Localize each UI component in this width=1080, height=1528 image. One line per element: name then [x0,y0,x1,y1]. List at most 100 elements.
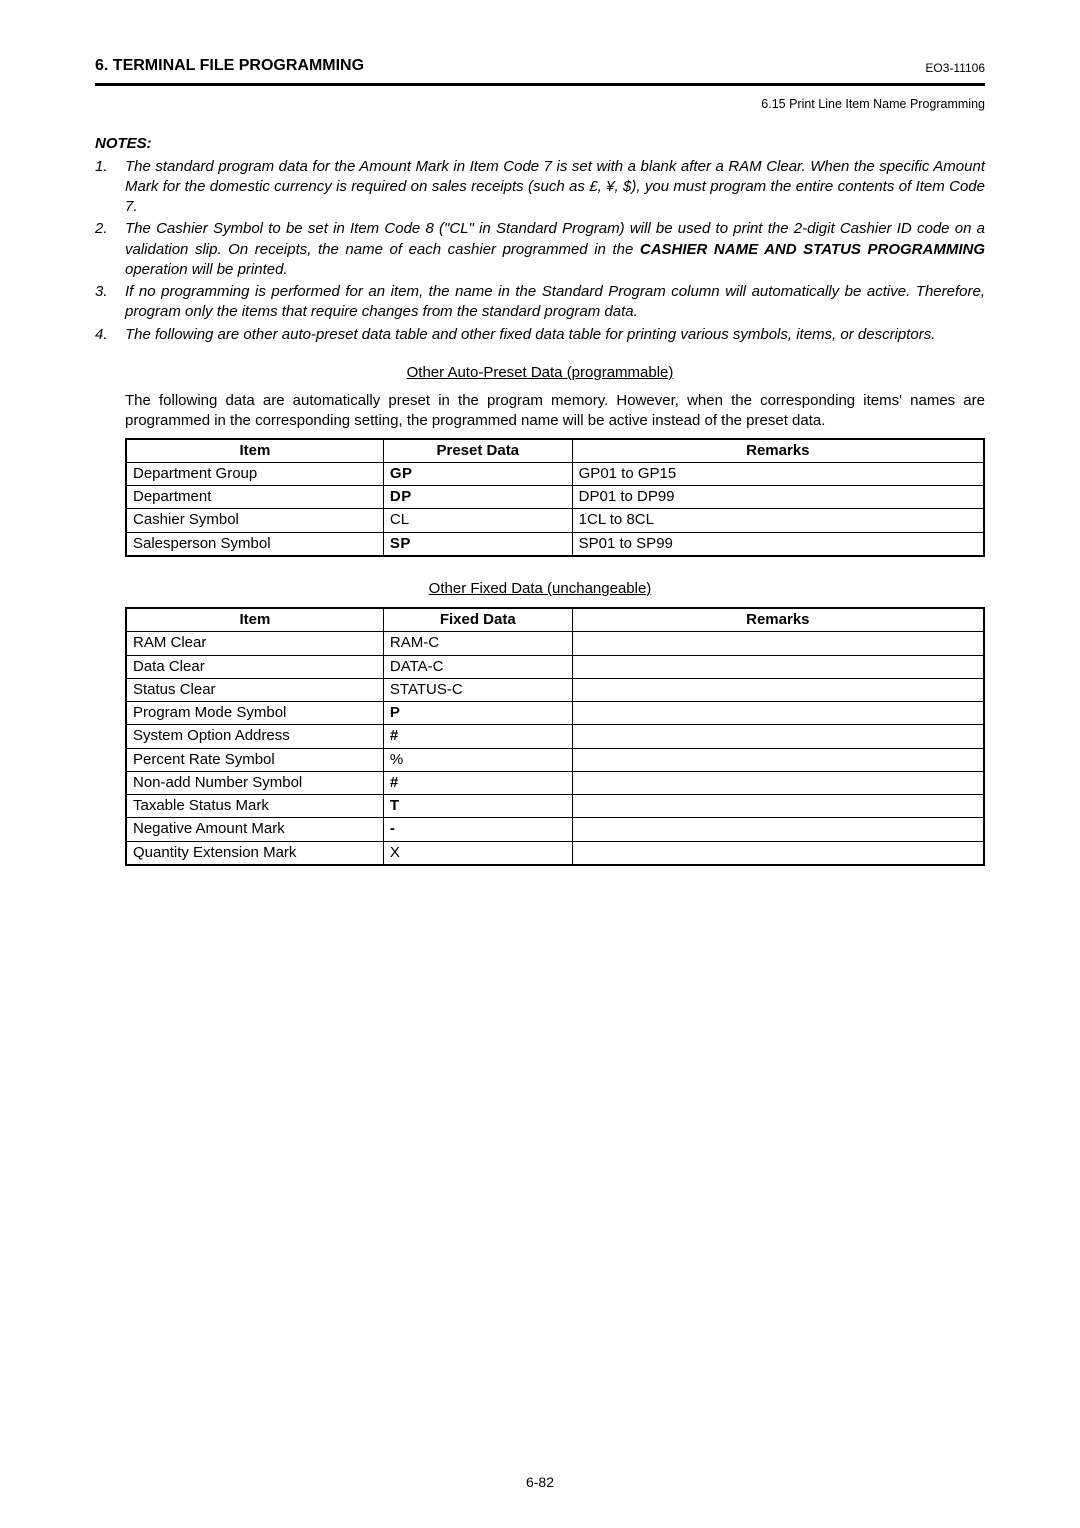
cell-remarks: 1CL to 8CL [572,509,984,532]
cell-data: X [383,841,572,865]
notes-list: 1. The standard program data for the Amo… [95,157,985,345]
cell-item: RAM Clear [126,632,383,655]
table-row: Percent Rate Symbol % [126,748,984,771]
cell-data: P [383,702,572,725]
table-row: RAM Clear RAM-C [126,632,984,655]
cell-item: Program Mode Symbol [126,702,383,725]
cell-item: Salesperson Symbol [126,532,383,556]
table-row: Data Clear DATA-C [126,655,984,678]
heavy-text: GP [390,465,413,482]
th-item: Item [126,608,383,632]
cell-item: Negative Amount Mark [126,818,383,841]
table-header-row: Item Preset Data Remarks [126,439,984,463]
cell-data: % [383,748,572,771]
table-row: Quantity Extension Mark X [126,841,984,865]
heavy-text: DP [390,488,412,505]
heavy-text: # [390,727,399,744]
cell-data: - [383,818,572,841]
table-row: Department DP DP01 to DP99 [126,486,984,509]
cell-data: # [383,725,572,748]
note-item: 2. The Cashier Symbol to be set in Item … [95,219,985,280]
cell-remarks [572,818,984,841]
heavy-text: - [390,820,396,837]
th-remarks: Remarks [572,608,984,632]
header-doc-code: EO3-11106 [925,60,985,76]
cell-item: Cashier Symbol [126,509,383,532]
note-text: The following are other auto-preset data… [125,325,985,345]
cell-remarks [572,702,984,725]
cell-remarks [572,748,984,771]
header-section-title: 6. TERMINAL FILE PROGRAMMING [95,55,364,77]
cell-item: Status Clear [126,678,383,701]
header-row: 6. TERMINAL FILE PROGRAMMING EO3-11106 [95,55,985,77]
cell-item: Quantity Extension Mark [126,841,383,865]
cell-data: STATUS-C [383,678,572,701]
cell-remarks: DP01 to DP99 [572,486,984,509]
cell-remarks [572,725,984,748]
table-row: Department Group GP GP01 to GP15 [126,462,984,485]
cell-remarks: GP01 to GP15 [572,462,984,485]
fixed-section-title: Other Fixed Data (unchangeable) [95,579,985,599]
cell-data: CL [383,509,572,532]
cell-item: Department Group [126,462,383,485]
heavy-text: SP [390,535,411,552]
table-row: Status Clear STATUS-C [126,678,984,701]
note-text-bold: CASHIER NAME AND STATUS PROGRAMMING [640,241,985,258]
cell-remarks [572,655,984,678]
th-preset-data: Preset Data [383,439,572,463]
notes-heading: NOTES: [95,134,985,154]
cell-data: DATA-C [383,655,572,678]
preset-section-title: Other Auto-Preset Data (programmable) [95,363,985,383]
table-header-row: Item Fixed Data Remarks [126,608,984,632]
cell-remarks [572,795,984,818]
cell-item: System Option Address [126,725,383,748]
cell-item: Non-add Number Symbol [126,771,383,794]
table-row: Negative Amount Mark - [126,818,984,841]
heavy-text: P [390,704,401,721]
th-fixed-data: Fixed Data [383,608,572,632]
cell-data: T [383,795,572,818]
cell-item: Department [126,486,383,509]
cell-item: Taxable Status Mark [126,795,383,818]
note-text-b: operation will be printed. [125,261,288,278]
cell-data: # [383,771,572,794]
header-rule [95,83,985,86]
table-row: Non-add Number Symbol # [126,771,984,794]
note-number: 1. [95,157,125,218]
cell-remarks [572,841,984,865]
note-text: If no programming is performed for an it… [125,282,985,323]
page-number: 6-82 [0,1473,1080,1492]
note-item: 4. The following are other auto-preset d… [95,325,985,345]
note-number: 2. [95,219,125,280]
cell-remarks: SP01 to SP99 [572,532,984,556]
cell-remarks [572,632,984,655]
table-row: Cashier Symbol CL 1CL to 8CL [126,509,984,532]
cell-data: DP [383,486,572,509]
note-item: 3. If no programming is performed for an… [95,282,985,323]
table-row: Program Mode Symbol P [126,702,984,725]
note-number: 3. [95,282,125,323]
note-item: 1. The standard program data for the Amo… [95,157,985,218]
table-row: Taxable Status Mark T [126,795,984,818]
cell-data: GP [383,462,572,485]
header-subsection: 6.15 Print Line Item Name Programming [95,96,985,113]
note-text: The Cashier Symbol to be set in Item Cod… [125,219,985,280]
fixed-table: Item Fixed Data Remarks RAM Clear RAM-C … [125,607,985,866]
heavy-text: # [390,774,399,791]
note-number: 4. [95,325,125,345]
cell-data: RAM-C [383,632,572,655]
cell-item: Data Clear [126,655,383,678]
page: 6. TERMINAL FILE PROGRAMMING EO3-11106 6… [0,0,1080,1528]
table-row: System Option Address # [126,725,984,748]
preset-table: Item Preset Data Remarks Department Grou… [125,438,985,557]
th-remarks: Remarks [572,439,984,463]
table-row: Salesperson Symbol SP SP01 to SP99 [126,532,984,556]
cell-remarks [572,771,984,794]
cell-item: Percent Rate Symbol [126,748,383,771]
heavy-text: T [390,797,400,814]
cell-remarks [572,678,984,701]
th-item: Item [126,439,383,463]
note-text: The standard program data for the Amount… [125,157,985,218]
preset-intro: The following data are automatically pre… [125,391,985,432]
cell-data: SP [383,532,572,556]
